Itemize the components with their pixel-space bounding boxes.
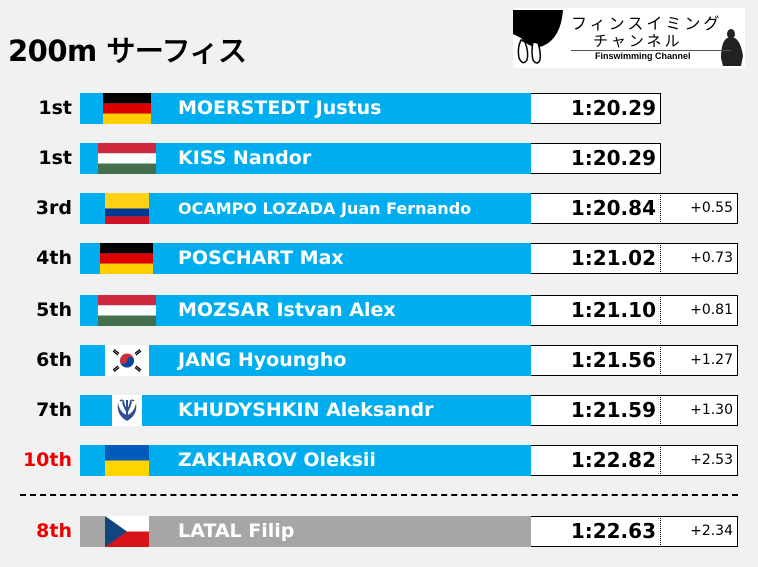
athlete-bar: ZAKHAROV Oleksii bbox=[80, 445, 531, 476]
time-value: 1:21.59 bbox=[570, 398, 656, 422]
time-value: 1:22.82 bbox=[570, 448, 656, 472]
time-diff: +2.34 bbox=[690, 523, 733, 539]
time-diff: +0.73 bbox=[690, 250, 733, 266]
hungary-flag bbox=[98, 295, 156, 326]
time-box: 1:21.59 bbox=[531, 395, 661, 426]
rank-label: 1st bbox=[38, 97, 72, 119]
swimmer-fins-icon bbox=[513, 10, 743, 66]
channel-logo: フィンスイミング チャンネル Finswimming Channel bbox=[513, 8, 745, 68]
time-box: 1:20.29 bbox=[531, 143, 661, 174]
germany-flag bbox=[103, 93, 151, 124]
time-value: 1:20.29 bbox=[570, 146, 656, 170]
rank-label: 5th bbox=[36, 299, 72, 321]
result-row: 4th POSCHART Max 1:21.02 +0.73 bbox=[0, 243, 758, 274]
result-row: 1st KISS Nandor 1:20.29 bbox=[0, 143, 758, 174]
rank-label: 7th bbox=[36, 399, 72, 421]
time-box: 1:21.56 bbox=[531, 345, 661, 376]
athlete-name: OCAMPO LOZADA Juan Fernando bbox=[178, 199, 472, 218]
athlete-bar: MOERSTEDT Justus bbox=[80, 93, 531, 124]
athlete-bar: LATAL Filip bbox=[80, 516, 531, 547]
athlete-name: LATAL Filip bbox=[178, 520, 295, 542]
time-value: 1:21.10 bbox=[570, 298, 656, 322]
diff-box: +2.53 bbox=[660, 445, 738, 476]
athlete-bar: KISS Nandor bbox=[80, 143, 531, 174]
time-value: 1:22.63 bbox=[570, 519, 656, 543]
rank-label: 8th bbox=[36, 520, 72, 542]
time-box: 1:21.10 bbox=[531, 295, 661, 326]
diff-box: +0.81 bbox=[660, 295, 738, 326]
athlete-name: POSCHART Max bbox=[178, 247, 344, 269]
time-diff: +1.27 bbox=[690, 352, 733, 368]
logo-english: Finswimming Channel bbox=[595, 51, 691, 61]
colombia-flag bbox=[105, 193, 149, 224]
time-box: 1:22.82 bbox=[531, 445, 661, 476]
diff-box: +1.27 bbox=[660, 345, 738, 376]
logo-japanese-line2: チャンネル bbox=[593, 32, 683, 50]
time-box: 1:20.84 bbox=[531, 193, 661, 224]
rank-label: 6th bbox=[36, 349, 72, 371]
germany-flag bbox=[100, 243, 153, 274]
athlete-name: ZAKHAROV Oleksii bbox=[178, 449, 376, 471]
diff-box: +0.73 bbox=[660, 243, 738, 274]
rank-label: 10th bbox=[22, 449, 72, 471]
diff-box: +1.30 bbox=[660, 395, 738, 426]
time-diff: +0.55 bbox=[690, 200, 733, 216]
athlete-bar: OCAMPO LOZADA Juan Fernando bbox=[80, 193, 531, 224]
athlete-name: KHUDYSHKIN Aleksandr bbox=[178, 399, 434, 421]
time-value: 1:20.84 bbox=[570, 196, 656, 220]
time-value: 1:20.29 bbox=[570, 96, 656, 120]
czech-flag bbox=[105, 516, 149, 547]
korea-flag bbox=[105, 345, 149, 376]
athlete-name: MOZSAR Istvan Alex bbox=[178, 299, 396, 321]
result-row-excluded: 8th LATAL Filip 1:22.63 +2.34 bbox=[0, 516, 758, 547]
diff-box: +0.55 bbox=[660, 193, 738, 224]
result-row: 3rd OCAMPO LOZADA Juan Fernando 1:20.84 … bbox=[0, 193, 758, 224]
athlete-name: KISS Nandor bbox=[178, 147, 312, 169]
result-row: 7th KHUDYSHKIN Aleksandr 1:21.59 +1.30 bbox=[0, 395, 758, 426]
result-row: 5th MOZSAR Istvan Alex 1:21.10 +0.81 bbox=[0, 295, 758, 326]
time-diff: +0.81 bbox=[690, 302, 733, 318]
logo-rule bbox=[571, 50, 731, 51]
rank-label: 3rd bbox=[35, 197, 72, 219]
page-title: 200m サーフィス bbox=[8, 34, 247, 68]
time-box: 1:21.02 bbox=[531, 243, 661, 274]
athlete-name: JANG Hyoungho bbox=[178, 349, 347, 371]
ukraine-flag bbox=[105, 445, 149, 476]
diff-box: +2.34 bbox=[660, 516, 738, 547]
hungary-flag bbox=[98, 143, 156, 174]
athlete-bar: MOZSAR Istvan Alex bbox=[80, 295, 531, 326]
athlete-bar: POSCHART Max bbox=[80, 243, 531, 274]
result-row: 10th ZAKHAROV Oleksii 1:22.82 +2.53 bbox=[0, 445, 758, 476]
result-row: 1st MOERSTEDT Justus 1:20.29 bbox=[0, 93, 758, 124]
rank-label: 1st bbox=[38, 147, 72, 169]
time-box: 1:20.29 bbox=[531, 93, 661, 124]
time-diff: +2.53 bbox=[690, 452, 733, 468]
logo-japanese-line1: フィンスイミング bbox=[571, 14, 723, 33]
athlete-name: MOERSTEDT Justus bbox=[178, 97, 382, 119]
time-box: 1:22.63 bbox=[531, 516, 661, 547]
result-row: 6th JANG Hyoungho 1:21.56 +1.27 bbox=[0, 345, 758, 376]
dashed-divider bbox=[20, 494, 738, 496]
rank-label: 4th bbox=[36, 247, 72, 269]
athlete-bar: KHUDYSHKIN Aleksandr bbox=[80, 395, 531, 426]
time-value: 1:21.56 bbox=[570, 348, 656, 372]
federation-emblem-icon bbox=[112, 395, 142, 426]
time-value: 1:21.02 bbox=[570, 246, 656, 270]
athlete-bar: JANG Hyoungho bbox=[80, 345, 531, 376]
time-diff: +1.30 bbox=[690, 402, 733, 418]
